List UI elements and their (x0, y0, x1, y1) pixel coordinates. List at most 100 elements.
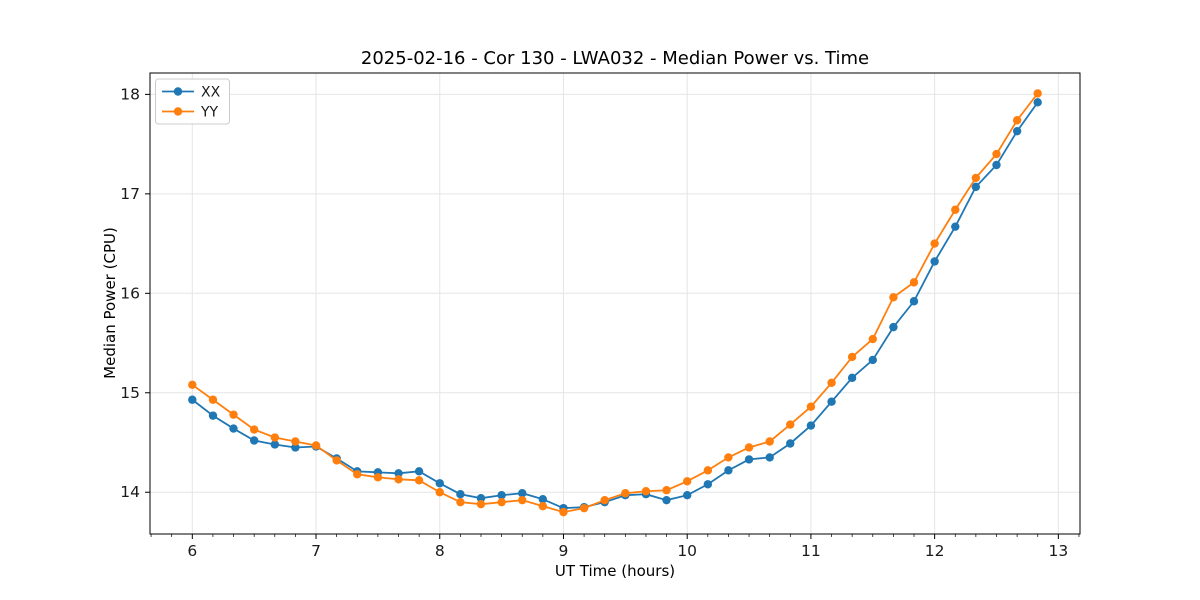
series-YY-marker (229, 410, 238, 419)
series-XX-marker (291, 443, 300, 452)
series-XX-marker (456, 490, 465, 499)
series-YY-marker (951, 205, 960, 214)
series-YY-marker (847, 352, 857, 362)
series-XX-marker (394, 469, 403, 478)
series-YY-marker (435, 488, 444, 497)
y-tick-label: 17 (120, 185, 140, 203)
series-YY-marker (641, 487, 651, 496)
series-XX-marker (806, 421, 816, 430)
series-XX (188, 98, 1042, 513)
x-tick-label: 11 (801, 542, 821, 560)
grid-lines (150, 73, 1080, 534)
series-YY-marker (579, 503, 589, 513)
series-XX-marker (208, 411, 218, 420)
x-tick-label: 9 (559, 542, 569, 560)
series-YY-marker (909, 278, 919, 287)
series-XX-marker (971, 182, 981, 192)
series-XX-marker (1012, 126, 1022, 136)
series-XX-marker (1033, 98, 1042, 107)
series-XX-marker (744, 455, 754, 464)
series-YY-marker (621, 489, 630, 498)
series-YY-marker (971, 173, 981, 183)
series-XX-marker (682, 491, 692, 500)
series-XX-marker (270, 440, 280, 449)
series-XX-marker (889, 322, 898, 332)
x-tick-label: 10 (677, 542, 697, 560)
x-tick-label: 6 (187, 542, 197, 560)
series-YY-marker (270, 433, 280, 442)
series-YY-marker (249, 425, 259, 434)
series-YY-marker (518, 495, 527, 505)
series-XX-marker (435, 479, 444, 488)
x-minor-ticks (150, 534, 1080, 537)
series-XX-marker (229, 424, 238, 433)
legend-marker-XX (173, 87, 183, 96)
series-YY-marker (188, 380, 197, 390)
series-XX-marker (662, 495, 671, 505)
series-YY-marker (786, 420, 795, 429)
series-YY-marker (414, 476, 424, 485)
series-XX-marker (827, 397, 836, 406)
series-YY-marker (456, 497, 465, 507)
series-XX-marker (476, 493, 486, 503)
x-tick-label: 12 (925, 542, 945, 560)
tick-labels: 6 7 8 9 10 11 12 13 14 15 16 17 18 (120, 85, 1068, 560)
series-XX-marker (518, 489, 527, 498)
series-XX-marker (951, 222, 960, 231)
series-YY-marker (827, 378, 836, 388)
y-tick-label: 14 (120, 483, 140, 501)
series-XX-marker (249, 436, 259, 445)
axis-ticks (145, 93, 1059, 539)
x-tick-label: 8 (435, 542, 445, 560)
series-XX-marker (414, 467, 424, 476)
series-XX-marker (847, 373, 857, 383)
series-YY (188, 89, 1042, 517)
legend: XX YY (155, 78, 230, 125)
series-XX-marker (497, 491, 506, 500)
series-YY-marker (497, 497, 506, 507)
series-YY-marker (868, 334, 877, 344)
legend-marker-YY (173, 107, 183, 116)
series-YY-marker (332, 456, 341, 465)
legend-label-YY: YY (200, 105, 219, 121)
series-YY-marker (1033, 89, 1042, 98)
series-XX-marker (765, 453, 774, 462)
chart-title: 2025-02-16 - Cor 130 - LWA032 - Median P… (360, 48, 870, 69)
series-XX-marker (930, 257, 939, 266)
series-YY-marker (662, 486, 671, 495)
series-YY-marker (682, 477, 692, 486)
series-YY-line (191, 92, 1039, 514)
series-XX-marker (188, 395, 197, 404)
series-XX-marker (786, 439, 795, 448)
series-YY-marker (559, 507, 568, 517)
x-axis-label: UT Time (hours) (554, 562, 676, 580)
x-tick-label: 7 (311, 542, 321, 560)
series-YY-marker (538, 501, 548, 511)
series-XX-marker (538, 494, 548, 504)
series-XX-marker (992, 160, 1001, 170)
series-YY-marker (765, 437, 774, 446)
series-YY-marker (724, 453, 733, 462)
series-YY-marker (208, 395, 218, 404)
legend-label-XX: XX (201, 85, 221, 101)
series-YY-marker (476, 499, 486, 509)
series-YY-marker (291, 437, 300, 446)
y-tick-label: 16 (120, 284, 140, 302)
series-XX-marker (703, 480, 713, 489)
series-YY-marker (889, 293, 898, 302)
y-tick-label: 15 (120, 384, 140, 402)
series-YY-marker (394, 475, 403, 484)
series-YY-marker (373, 473, 383, 482)
series-YY-marker (930, 239, 939, 248)
series-XX-marker (868, 355, 877, 365)
series-YY-marker (353, 470, 362, 479)
series-YY-marker (992, 149, 1001, 159)
series-XX-marker (724, 466, 733, 475)
series-YY-marker (703, 466, 713, 475)
series-YY-marker (1012, 116, 1022, 125)
y-tick-label: 18 (120, 85, 140, 103)
series-YY-marker (806, 402, 816, 411)
series-XX-marker (909, 297, 919, 306)
